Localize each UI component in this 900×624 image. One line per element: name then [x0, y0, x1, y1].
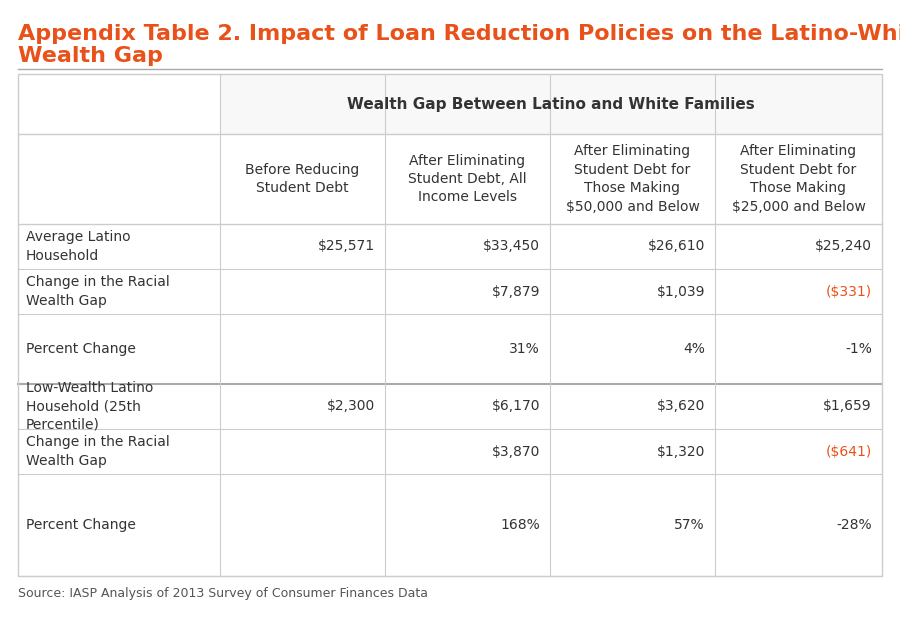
Text: $26,610: $26,610 — [648, 240, 705, 253]
Text: After Eliminating
Student Debt for
Those Making
$25,000 and Below: After Eliminating Student Debt for Those… — [732, 144, 866, 213]
Text: Percent Change: Percent Change — [26, 342, 136, 356]
Text: Source: IASP Analysis of 2013 Survey of Consumer Finances Data: Source: IASP Analysis of 2013 Survey of … — [18, 588, 428, 600]
Text: $3,620: $3,620 — [657, 399, 705, 414]
Text: Change in the Racial
Wealth Gap: Change in the Racial Wealth Gap — [26, 275, 170, 308]
Text: After Eliminating
Student Debt for
Those Making
$50,000 and Below: After Eliminating Student Debt for Those… — [565, 144, 699, 213]
Text: After Eliminating
Student Debt, All
Income Levels: After Eliminating Student Debt, All Inco… — [409, 154, 526, 205]
Text: $6,170: $6,170 — [491, 399, 540, 414]
Text: Average Latino
Household: Average Latino Household — [26, 230, 130, 263]
Text: Wealth Gap Between Latino and White Families: Wealth Gap Between Latino and White Fami… — [347, 97, 755, 112]
Text: 4%: 4% — [683, 342, 705, 356]
Text: Change in the Racial
Wealth Gap: Change in the Racial Wealth Gap — [26, 436, 170, 468]
Text: ($331): ($331) — [826, 285, 872, 298]
Text: 57%: 57% — [674, 518, 705, 532]
Text: Before Reducing
Student Debt: Before Reducing Student Debt — [246, 163, 360, 195]
Bar — [220, 74, 882, 134]
Text: 31%: 31% — [509, 342, 540, 356]
Text: $7,879: $7,879 — [491, 285, 540, 298]
Text: $3,870: $3,870 — [491, 444, 540, 459]
Text: Wealth Gap: Wealth Gap — [18, 46, 163, 66]
Text: -1%: -1% — [845, 342, 872, 356]
Text: $1,320: $1,320 — [657, 444, 705, 459]
Text: Low-Wealth Latino
Household (25th
Percentile): Low-Wealth Latino Household (25th Percen… — [26, 381, 153, 432]
Text: -28%: -28% — [836, 518, 872, 532]
Text: $33,450: $33,450 — [483, 240, 540, 253]
Text: $1,039: $1,039 — [656, 285, 705, 298]
Text: Appendix Table 2. Impact of Loan Reduction Policies on the Latino-White: Appendix Table 2. Impact of Loan Reducti… — [18, 24, 900, 44]
Text: $25,571: $25,571 — [318, 240, 375, 253]
Bar — [18, 74, 882, 576]
Text: Percent Change: Percent Change — [26, 518, 136, 532]
Text: $25,240: $25,240 — [815, 240, 872, 253]
Text: $2,300: $2,300 — [327, 399, 375, 414]
Text: $1,659: $1,659 — [824, 399, 872, 414]
Text: 168%: 168% — [500, 518, 540, 532]
Text: ($641): ($641) — [826, 444, 872, 459]
